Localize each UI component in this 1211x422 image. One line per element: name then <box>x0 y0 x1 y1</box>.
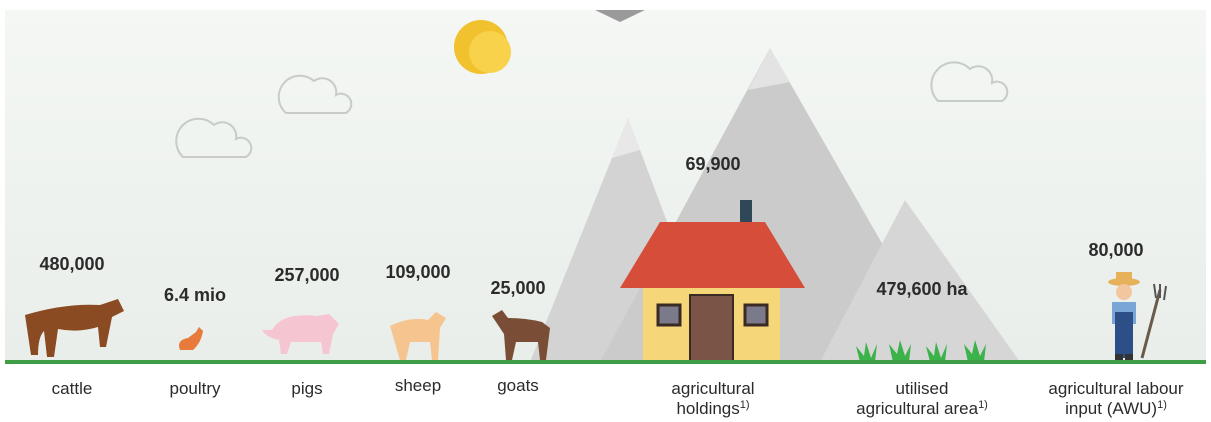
footnote: 1) <box>740 399 750 411</box>
label: holdings1) <box>676 399 749 419</box>
value: 480,000 <box>39 254 104 274</box>
label-text: agricultural <box>671 379 754 398</box>
value: 6.4 mio <box>164 285 226 305</box>
label-text: sheep <box>395 376 441 395</box>
label: utilised <box>896 379 949 398</box>
ground-line <box>5 360 1206 364</box>
label-text: agricultural labour <box>1048 379 1183 398</box>
label: sheep <box>395 376 441 395</box>
value: 109,000 <box>385 262 450 282</box>
label: cattle <box>52 379 93 398</box>
value: 80,000 <box>1088 240 1143 260</box>
label: input (AWU)1) <box>1065 399 1167 419</box>
value: 257,000 <box>274 265 339 285</box>
value: 479,600 ha <box>876 279 968 299</box>
label-text: pigs <box>291 379 322 398</box>
value: 25,000 <box>490 278 545 298</box>
label-text: goats <box>497 376 539 395</box>
label: agricultural <box>671 379 754 398</box>
label: goats <box>497 376 539 395</box>
label-text: utilised <box>896 379 949 398</box>
infographic: 480,000 cattle 6.4 mio poultry 257,000 pigs 10… <box>0 0 1211 422</box>
value: 69,900 <box>685 154 740 174</box>
label-text: input (AWU) <box>1065 399 1157 418</box>
label: agricultural area1) <box>856 399 988 419</box>
footnote: 1) <box>978 399 988 411</box>
label-text: holdings <box>676 399 739 418</box>
label: pigs <box>291 379 322 398</box>
label: agricultural labour <box>1048 379 1183 398</box>
label-text: poultry <box>169 379 221 398</box>
footnote: 1) <box>1157 399 1167 411</box>
label: poultry <box>169 379 221 398</box>
label-text: cattle <box>52 379 93 398</box>
label-text: agricultural area <box>856 399 978 418</box>
